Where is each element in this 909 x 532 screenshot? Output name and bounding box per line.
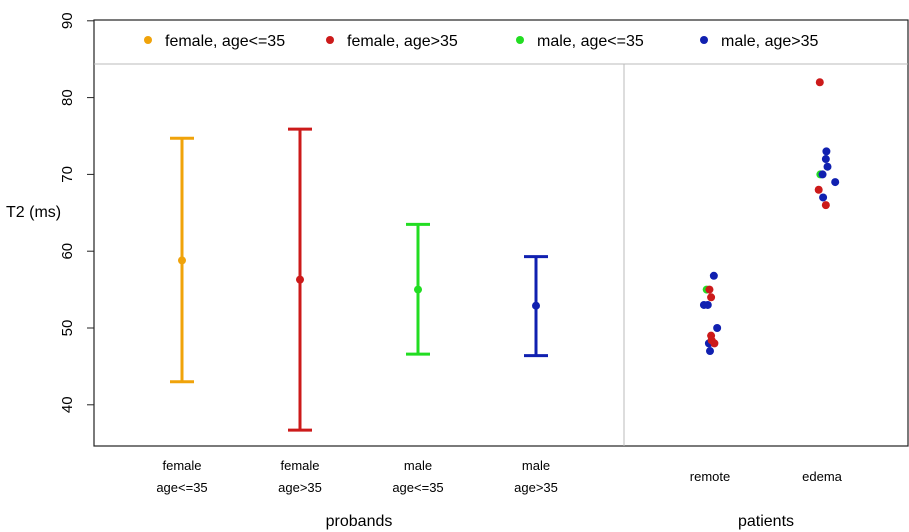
scatter-point [703, 300, 712, 309]
scatter-point [706, 347, 714, 356]
scatter-point [823, 162, 832, 171]
y-axis: 40 50 60 70 80 90 [59, 12, 94, 413]
x-tick-label: female [162, 458, 201, 473]
errorbar [170, 136, 194, 384]
errorbar-mean-point [178, 256, 186, 265]
x-axis: female age<=35 female age>35 male age<=35 male… [156, 458, 842, 530]
scatter-point [710, 339, 719, 348]
errorbar [288, 127, 312, 432]
legend-label: female, age<=35 [165, 33, 285, 50]
y-tick-label: 40 [59, 396, 76, 413]
legend-marker [144, 36, 152, 44]
y-tick-label: 60 [59, 243, 76, 260]
x-tick-label: age>35 [278, 480, 322, 495]
y-tick-label: 70 [59, 166, 76, 183]
errorbar [406, 222, 430, 356]
y-tick-label: 80 [59, 89, 76, 106]
x-tick-label: female [280, 458, 319, 473]
scatter-point [713, 324, 722, 332]
legend-label: female, age>35 [347, 33, 458, 50]
scatter-point [815, 78, 824, 87]
scatter-point [821, 201, 830, 210]
scatter-point [831, 178, 840, 187]
plot-border [93, 19, 909, 447]
legend-label: male, age>35 [721, 33, 819, 50]
legend-marker [326, 36, 334, 44]
scatter-point [707, 293, 716, 302]
scatter-point [709, 271, 718, 280]
scatter-point [822, 147, 831, 156]
y-axis-label: T2 (ms) [6, 204, 61, 221]
legend: female, age<=35 female, age>35 male, age<=… [144, 33, 819, 50]
scatter-point [821, 155, 830, 164]
y-tick-label: 90 [59, 12, 76, 29]
errorbar [524, 255, 548, 358]
x-tick-label: age>35 [514, 480, 558, 495]
scatter-point [818, 170, 827, 179]
scatter-point [705, 285, 714, 294]
errorbar-mean-point [532, 301, 540, 310]
errorbar-mean-point [414, 285, 422, 294]
legend-label: male, age<=35 [537, 33, 644, 50]
x-tick-label: age<=35 [392, 480, 443, 495]
legend-marker [700, 36, 708, 44]
x-tick-label: remote [690, 469, 730, 484]
scatter-point [814, 185, 823, 194]
scatter-point [819, 193, 828, 202]
x-tick-label: edema [802, 469, 843, 484]
group-label-patients: patients [738, 513, 794, 530]
y-tick-label: 50 [59, 320, 76, 337]
x-tick-label: age<=35 [156, 480, 207, 495]
group-label-probands: probands [326, 513, 393, 530]
errorbar-mean-point [296, 275, 304, 284]
plot-frame [93, 19, 909, 447]
x-tick-label: male [404, 458, 432, 473]
data-marks [170, 78, 840, 432]
x-tick-label: male [522, 458, 550, 473]
legend-marker [516, 36, 524, 44]
